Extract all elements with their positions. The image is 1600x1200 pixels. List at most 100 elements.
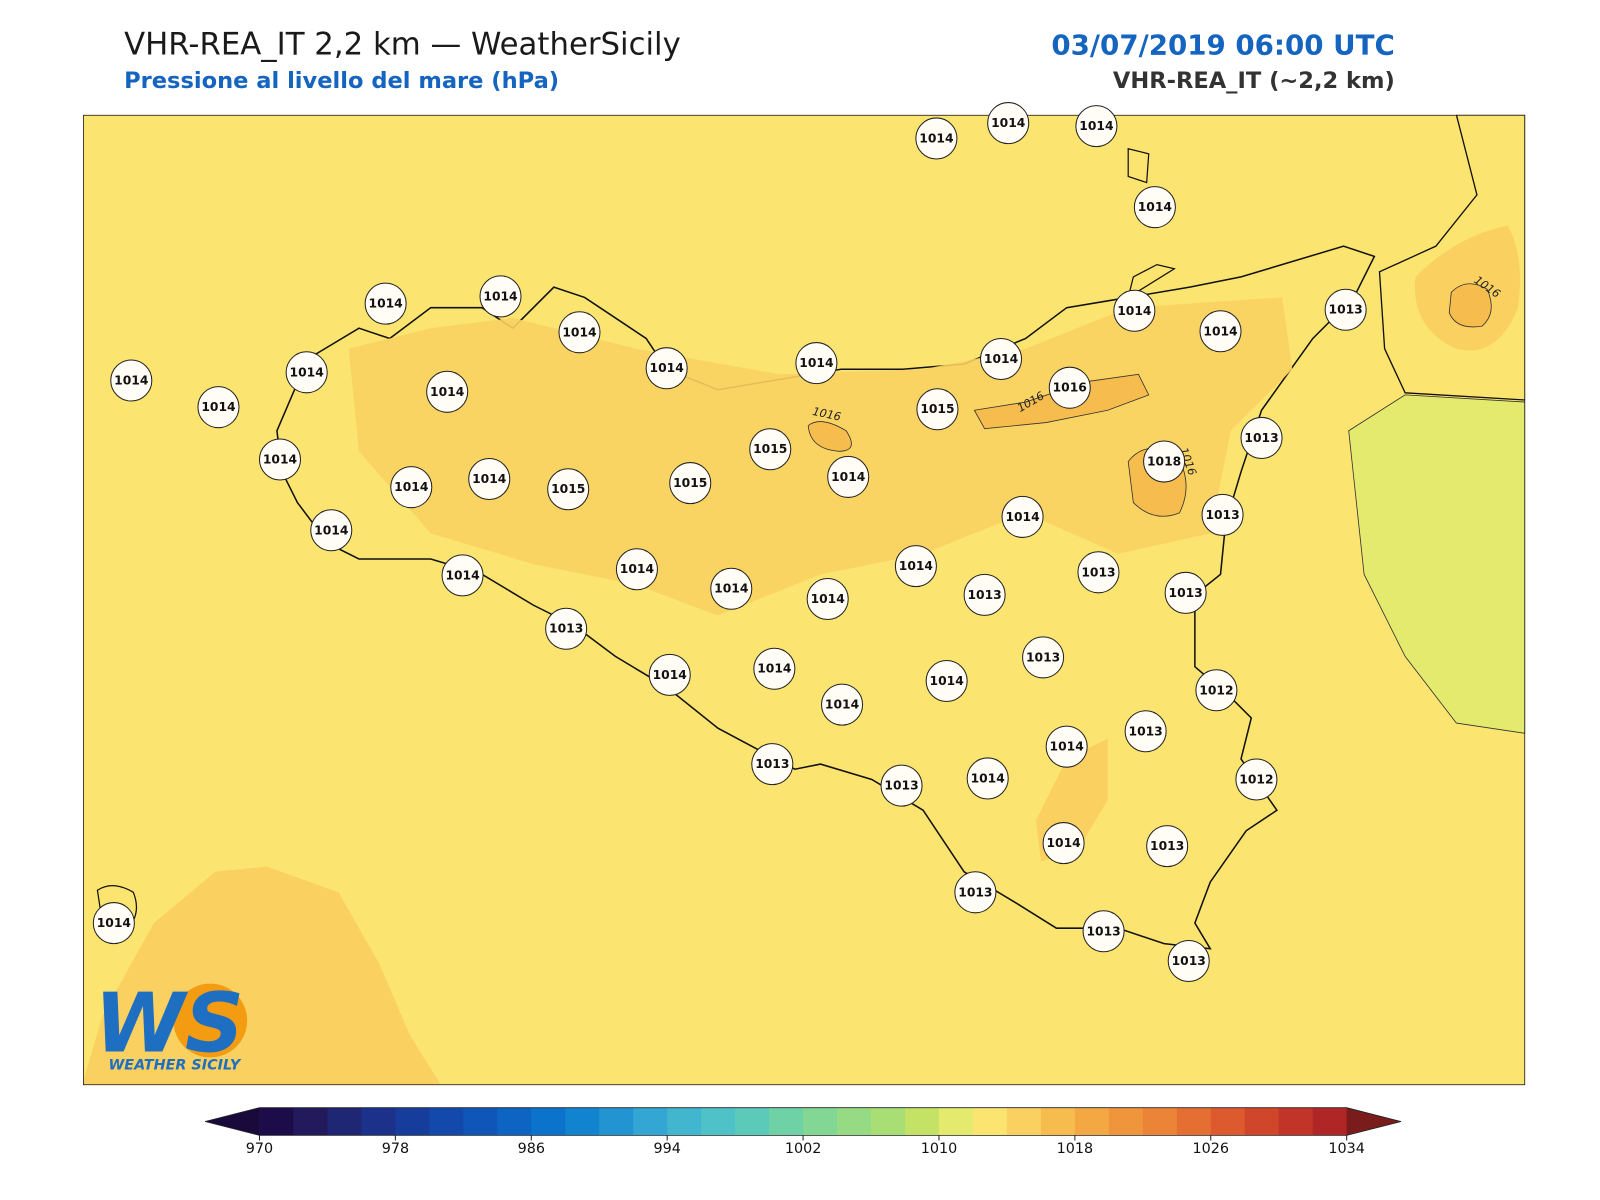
station-marker: [1075, 105, 1118, 148]
station-marker: [749, 428, 792, 471]
station-marker: [979, 337, 1023, 380]
station: 1013: [963, 573, 1006, 616]
logo-mark: WS: [94, 976, 244, 1071]
colorbar-bin: [1244, 1107, 1280, 1136]
station-marker: [390, 466, 433, 509]
colorbar-bin: [497, 1107, 532, 1136]
station-marker: [648, 653, 691, 696]
station: 1014: [364, 282, 407, 325]
station: 1014: [710, 567, 753, 610]
colorbar-bin: [633, 1107, 668, 1136]
logo: WS WEATHER SICILY: [94, 976, 248, 1074]
station: 1014: [645, 347, 688, 390]
station-value: 1013: [1244, 431, 1278, 445]
station: 1014: [1199, 310, 1242, 353]
station-marker: [1077, 551, 1120, 594]
colorbar: 970 978 986 994 1002 1010 1018 1026 1034: [205, 1107, 1402, 1157]
station-marker: [285, 351, 328, 394]
station-value: 1015: [920, 402, 954, 416]
station-value: 1014: [290, 365, 324, 379]
station-marker: [92, 902, 135, 945]
colorbar-tick-label: 1026: [1193, 1141, 1230, 1157]
station: 1013: [1324, 288, 1367, 331]
station-marker: [963, 573, 1006, 616]
colorbar-tick-label: 994: [653, 1141, 680, 1157]
station-marker: [751, 743, 794, 786]
station-marker: [1235, 758, 1278, 801]
station-value: 1014: [1203, 324, 1237, 338]
station-value: 1015: [673, 476, 707, 490]
station: 1014: [390, 466, 433, 509]
colorbar-bin: [429, 1107, 464, 1136]
station-marker: [1124, 710, 1167, 753]
colorbar-under: [205, 1107, 260, 1136]
station-value: 1014: [650, 361, 684, 375]
station-value: 1013: [967, 588, 1001, 602]
station: 1014: [110, 359, 153, 402]
station-value: 1014: [562, 325, 596, 339]
station-value: 1014: [991, 116, 1025, 130]
pressure-area: [1448, 283, 1492, 328]
colorbar-bin: [905, 1107, 940, 1136]
subtitle: Pressione al livello del mare (hPa): [124, 68, 559, 94]
station-value: 1013: [755, 757, 789, 771]
colorbar-tick-label: 986: [518, 1141, 545, 1157]
station-value: 1013: [1150, 839, 1184, 853]
station-value: 1013: [1129, 724, 1163, 738]
station: 1014: [925, 660, 968, 703]
station-marker: [1042, 822, 1085, 865]
station-value: 1014: [899, 559, 933, 573]
station: 1014: [479, 275, 522, 318]
station: 1014: [821, 683, 864, 726]
station-value: 1016: [1053, 381, 1087, 395]
station: 1012: [1235, 758, 1278, 801]
station-value: 1013: [1081, 565, 1115, 579]
station-value: 1014: [714, 582, 748, 596]
station-value: 1014: [483, 289, 517, 303]
station-marker: [1167, 940, 1210, 983]
colorbar-bin: [259, 1107, 294, 1136]
station: 1014: [468, 457, 511, 500]
station-value: 1013: [1172, 954, 1206, 968]
colorbar-bin: [871, 1107, 906, 1136]
station-marker: [925, 660, 968, 703]
station-value: 1014: [394, 480, 428, 494]
title: VHR-REA_IT 2,2 km — WeatherSicily: [124, 26, 681, 62]
station: 1013: [545, 607, 588, 650]
station-marker: [1082, 910, 1125, 953]
station: 1014: [915, 117, 958, 160]
station-value: 1012: [1239, 772, 1273, 786]
station-value: 1014: [114, 374, 148, 388]
station-value: 1014: [831, 470, 865, 484]
colorbar-bin: [701, 1107, 736, 1136]
station-value: 1014: [984, 352, 1018, 366]
station-marker: [1146, 825, 1189, 868]
station-value: 1014: [653, 668, 687, 682]
station-marker: [821, 683, 864, 726]
colorbar-bin: [769, 1107, 804, 1136]
station-value: 1014: [825, 698, 859, 712]
station: 1014: [753, 647, 796, 690]
station-value: 1014: [97, 916, 131, 930]
station: 1018: [1143, 440, 1186, 483]
colorbar-bin: [938, 1107, 974, 1136]
colorbar-over: [1346, 1107, 1402, 1136]
station: 1013: [1124, 710, 1167, 753]
station-value: 1014: [369, 297, 403, 311]
map-area: [83, 114, 1526, 1086]
station-marker: [1143, 440, 1186, 483]
station-marker: [806, 577, 849, 620]
station-marker: [954, 871, 997, 914]
station-value: 1018: [1147, 455, 1181, 469]
station: 1013: [1146, 825, 1189, 868]
station: 1014: [92, 902, 135, 945]
station-marker: [1001, 495, 1044, 538]
contour-label: 1016: [811, 405, 842, 424]
station-value: 1014: [1117, 304, 1151, 318]
station-value: 1014: [799, 356, 833, 370]
pressure-area: [1348, 394, 1526, 734]
station: 1013: [1022, 636, 1065, 679]
station-marker: [426, 370, 469, 413]
station: 1014: [285, 351, 328, 394]
